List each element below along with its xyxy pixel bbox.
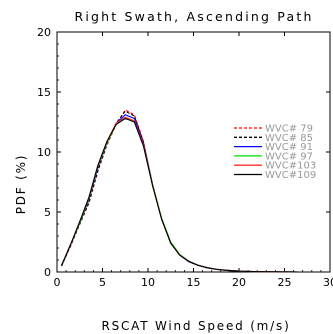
y-axis-label: PDF (%) xyxy=(14,154,28,215)
series-layer xyxy=(61,109,326,273)
x-tick-label: 10 xyxy=(141,276,155,289)
x-tick-label: 20 xyxy=(232,276,246,289)
series-line-5 xyxy=(61,117,326,273)
legend-label: WVC# 97 xyxy=(265,151,313,162)
legend-label: WVC# 79 xyxy=(265,124,313,135)
legend-label: WVC#109 xyxy=(265,170,316,181)
y-tick-label: 10 xyxy=(37,146,51,159)
legend-label: WVC# 85 xyxy=(265,133,313,144)
y-tick-label: 0 xyxy=(44,266,51,279)
chart-title: Right Swath, Ascending Path xyxy=(74,9,313,24)
legend-label: WVC# 91 xyxy=(265,142,313,153)
x-tick-label: 5 xyxy=(99,276,106,289)
x-axis-label: RSCAT Wind Speed (m/s) xyxy=(101,319,290,333)
y-tick-label: 15 xyxy=(37,86,51,99)
x-tick-label: 0 xyxy=(54,276,61,289)
x-tick-label: 15 xyxy=(187,276,201,289)
y-tick-label: 20 xyxy=(37,26,51,39)
x-tick-label: 30 xyxy=(323,276,333,289)
legend-label: WVC#103 xyxy=(265,161,316,172)
ticks-layer: 0 5 10 15 20 25 30 0 5 10 15 20 xyxy=(37,26,333,289)
x-tick-label: 25 xyxy=(278,276,292,289)
y-tick-label: 5 xyxy=(44,206,51,219)
